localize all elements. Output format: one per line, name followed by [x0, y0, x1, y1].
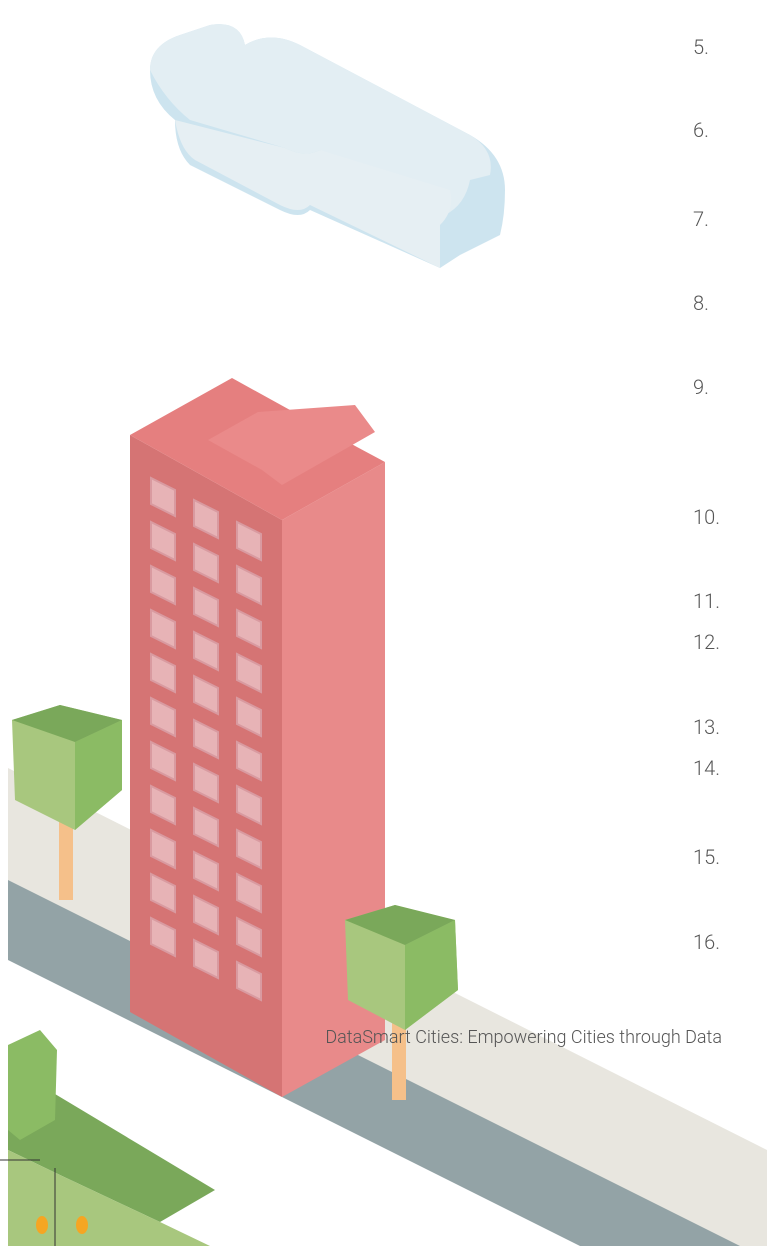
- list-number: 13.: [693, 717, 720, 737]
- list-number: 10.: [693, 507, 720, 527]
- list-number: 14.: [693, 758, 720, 778]
- building: [130, 378, 385, 1097]
- list-number: 9.: [693, 377, 709, 397]
- caption: DataSmart Cities: Empowering Cities thro…: [325, 1027, 722, 1048]
- illustration: [0, 0, 767, 1246]
- list-number: 12.: [693, 632, 720, 652]
- list-number: 6.: [693, 120, 709, 140]
- road-dash: [184, 1087, 290, 1144]
- list-number: 15.: [693, 847, 720, 867]
- list-number: 8.: [693, 293, 709, 313]
- flower: [76, 1216, 88, 1234]
- page-body: {"list": {"items": ["5.", "6.", "7.", "8…: [0, 0, 767, 1246]
- cloud: [150, 24, 505, 268]
- list-number: 16.: [693, 932, 720, 952]
- road-dash: [384, 1188, 490, 1246]
- list-number: 11.: [693, 591, 720, 611]
- page: DataSmart Cities html, body { margin: 0;…: [0, 0, 767, 1246]
- list-number: 7.: [693, 209, 709, 229]
- list-number: 5.: [693, 37, 709, 57]
- flower: [36, 1216, 48, 1234]
